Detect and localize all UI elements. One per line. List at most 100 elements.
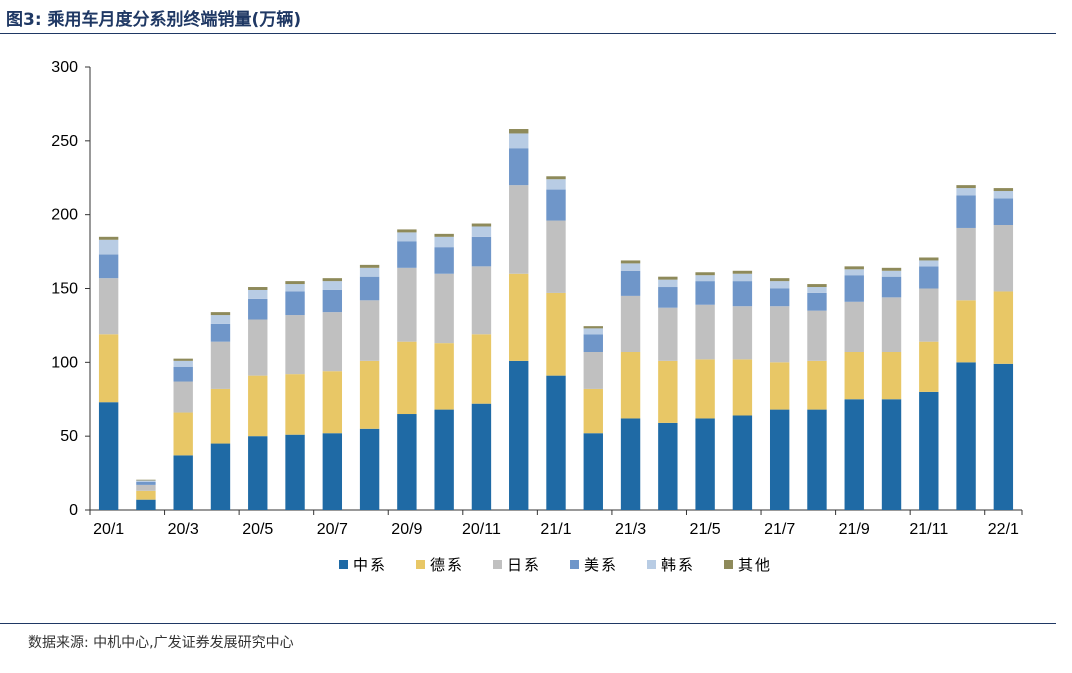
bar-segment-20/4-中系 (210, 443, 231, 510)
legend-label: 美系 (584, 557, 618, 574)
bar-segment-21/6-其他 (732, 270, 753, 274)
bar-segment-20/11-德系 (471, 334, 492, 404)
bar-segment-20/10-美系 (434, 247, 454, 274)
bar-segment-20/11-其他 (471, 223, 492, 227)
bar-segment-21/8-中系 (807, 409, 827, 510)
x-tick-label: 21/1 (540, 521, 571, 538)
bar-segment-20/9-其他 (397, 229, 417, 233)
legend-swatch (570, 560, 579, 569)
legend-swatch (416, 560, 425, 569)
bar-segment-20/1-其他 (98, 236, 119, 240)
legend-label: 日系 (507, 557, 541, 574)
bar-segment-20/9-日系 (397, 267, 417, 342)
bar-segment-21/7-中系 (769, 409, 790, 510)
bar-segment-20/6-其他 (285, 281, 305, 285)
bar-segment-21/1-美系 (546, 189, 566, 221)
bar-segment-20/3-韩系 (173, 360, 193, 367)
bar-segment-20/8-德系 (359, 360, 380, 429)
bar-segment-21/1-韩系 (546, 179, 566, 190)
bar-segment-20/1-德系 (98, 334, 119, 403)
bar-segment-20/8-日系 (359, 300, 380, 361)
bar-segment-21/6-韩系 (732, 273, 753, 282)
bar-segment-20/1-韩系 (98, 239, 119, 255)
bar-segment-20/7-韩系 (322, 281, 343, 290)
bar-segment-20/6-德系 (285, 374, 305, 435)
bar-segment-21/11-日系 (919, 288, 939, 342)
source-note: 数据来源: 中机中心,广发证券发展研究中心 (28, 635, 294, 651)
bar-segment-21/11-中系 (919, 391, 939, 510)
bar-segment-21/10-韩系 (881, 270, 902, 277)
bar-segment-20/4-德系 (210, 388, 231, 444)
bar-segment-20/5-日系 (248, 319, 268, 376)
bar-segment-20/4-美系 (210, 323, 231, 342)
bar-segment-22/1-日系 (993, 225, 1014, 292)
legend-swatch (724, 560, 733, 569)
bar-segment-21/2-德系 (583, 388, 603, 434)
bar-segment-21/7-韩系 (769, 281, 790, 289)
bar-segment-20/5-美系 (248, 298, 268, 320)
bar-segment-21/3-中系 (620, 418, 641, 510)
bar-segment-21/9-日系 (844, 301, 864, 352)
bar-segment-20/11-中系 (471, 403, 492, 510)
bar-segment-20/6-美系 (285, 291, 305, 316)
bar-segment-20/2-德系 (136, 490, 156, 500)
bar-segment-21/6-德系 (732, 359, 753, 416)
source-divider (0, 623, 1056, 624)
bar-segment-21/12-日系 (956, 227, 976, 301)
bar-segment-20/12-韩系 (509, 133, 529, 149)
bar-segment-21/10-德系 (881, 351, 902, 400)
legend-label: 韩系 (661, 557, 695, 574)
x-tick-label: 20/3 (168, 521, 199, 538)
bar-segment-20/8-韩系 (359, 267, 380, 277)
legend: 中系 德系 日系 美系 韩系 其他 (339, 556, 770, 574)
bar-segment-21/4-韩系 (658, 279, 678, 288)
figure-title: 图3: 乘用车月度分系别终端销量(万辆) (6, 10, 302, 30)
x-tick-label: 20/9 (391, 521, 422, 538)
bar-segment-21/4-中系 (658, 422, 678, 510)
bar-segment-21/10-其他 (881, 267, 902, 271)
bar-segment-21/9-中系 (844, 399, 864, 510)
bar-segment-21/4-日系 (658, 307, 678, 361)
bar-segment-21/7-德系 (769, 362, 790, 410)
bar-segment-20/3-中系 (173, 455, 193, 510)
bar-segment-22/1-韩系 (993, 191, 1014, 199)
bar-segment-21/4-德系 (658, 360, 678, 423)
bar-segment-20/6-日系 (285, 315, 305, 375)
x-tick-label: 21/7 (764, 521, 795, 538)
x-tick-label: 20/11 (462, 521, 501, 538)
x-tick-label: 20/7 (317, 521, 348, 538)
bar-segment-20/9-韩系 (397, 232, 417, 242)
bar-segment-21/3-德系 (620, 351, 641, 419)
bar-segment-21/12-德系 (956, 300, 976, 363)
bar-segment-20/7-其他 (322, 278, 343, 282)
bar-segment-20/1-美系 (98, 254, 119, 279)
bar-segment-20/3-德系 (173, 412, 193, 456)
x-tick-label: 21/11 (909, 521, 948, 538)
bar-segment-21/3-日系 (620, 295, 641, 352)
legend-label: 德系 (430, 556, 464, 574)
bar-segment-21/5-中系 (695, 418, 715, 510)
bar-segment-22/1-其他 (993, 188, 1014, 192)
bar-segment-21/2-美系 (583, 334, 603, 352)
bar-segment-20/9-美系 (397, 241, 417, 268)
bar-segment-21/3-其他 (620, 260, 641, 264)
bar-segment-21/2-中系 (583, 433, 603, 510)
bar-segment-21/10-日系 (881, 297, 902, 352)
bar-segment-20/6-韩系 (285, 284, 305, 292)
bar-segment-21/11-德系 (919, 341, 939, 392)
bars-group (98, 129, 1014, 510)
x-tick-label: 22/1 (988, 521, 1019, 538)
bar-segment-21/6-中系 (732, 415, 753, 510)
bar-segment-21/6-日系 (732, 306, 753, 360)
title-divider (0, 33, 1056, 34)
bar-segment-21/12-美系 (956, 195, 976, 228)
bar-segment-21/1-其他 (546, 176, 566, 180)
bar-segment-20/4-韩系 (210, 315, 231, 324)
bar-segment-21/6-美系 (732, 281, 753, 307)
bar-segment-20/11-韩系 (471, 226, 492, 237)
bar-segment-21/5-德系 (695, 359, 715, 419)
bar-segment-20/8-中系 (359, 428, 380, 510)
y-tick-label: 300 (51, 59, 78, 76)
bar-segment-21/7-其他 (769, 278, 790, 282)
bar-segment-22/1-美系 (993, 198, 1014, 226)
